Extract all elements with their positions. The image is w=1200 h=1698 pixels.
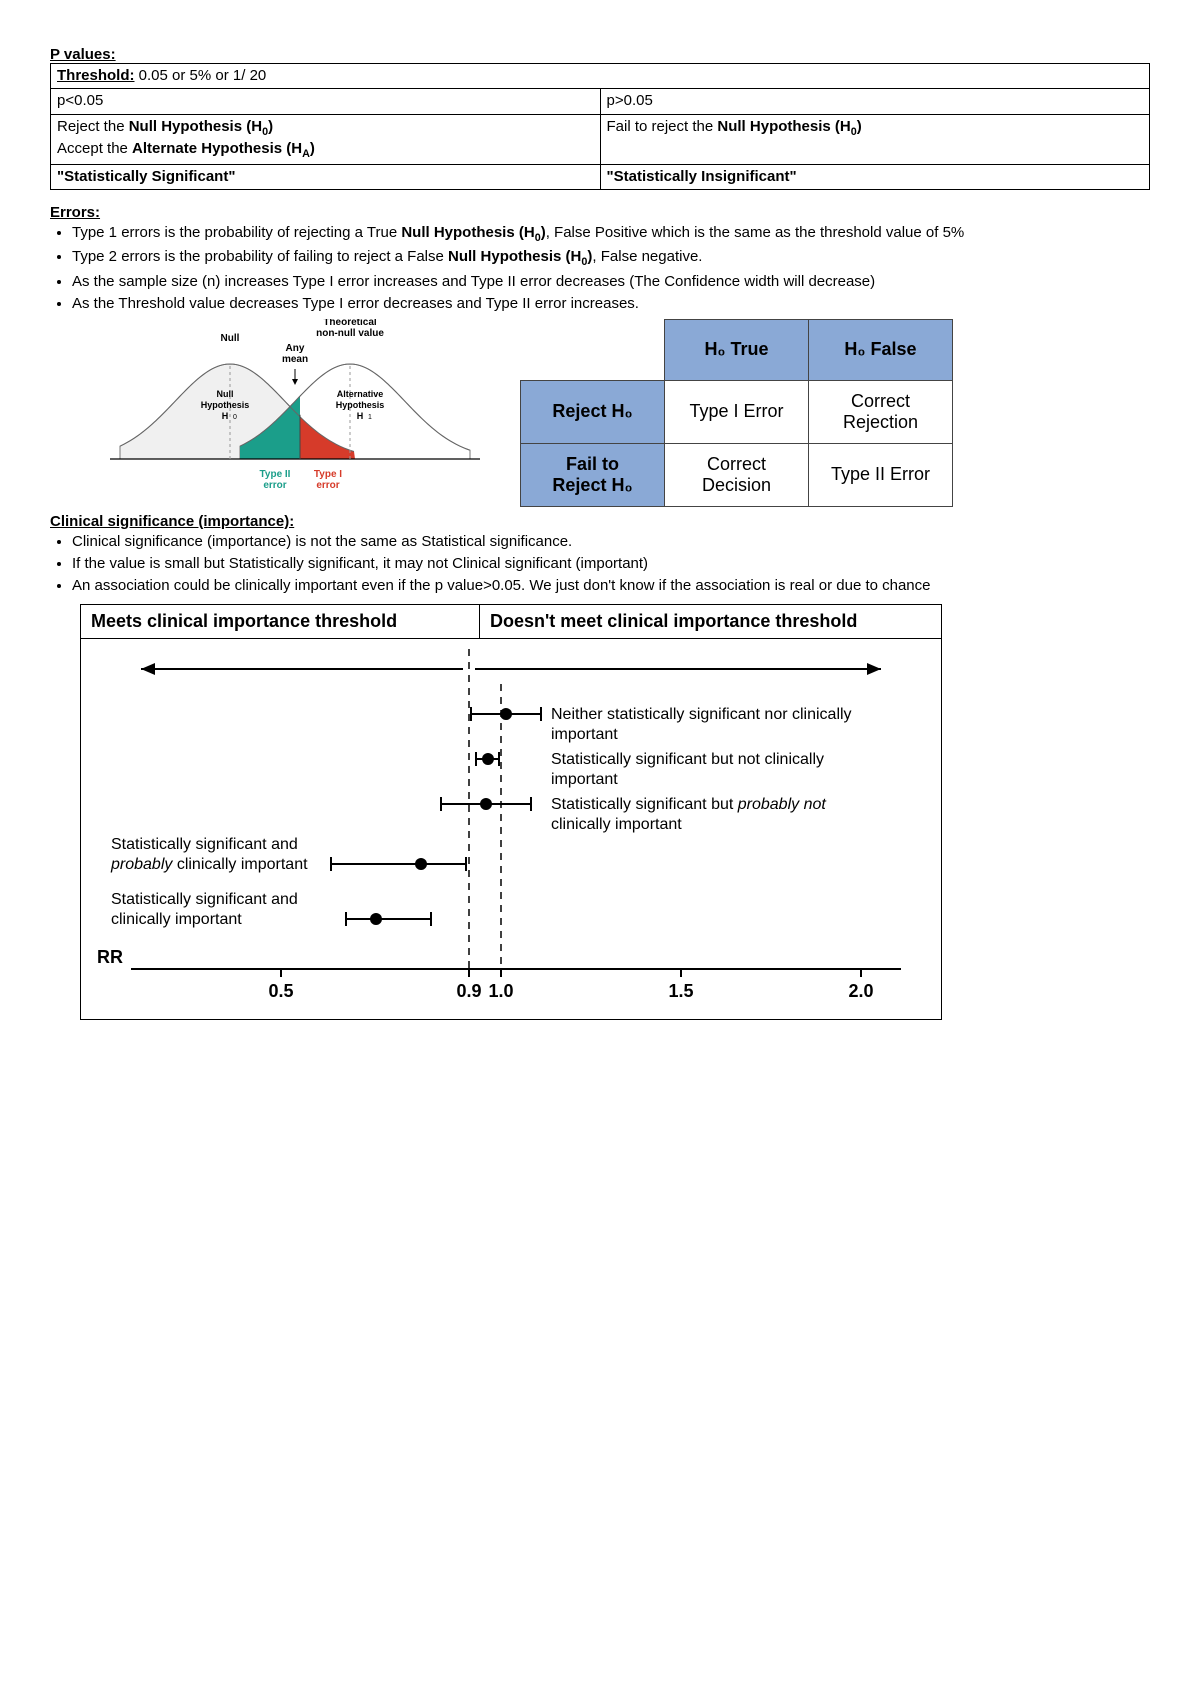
errors-bullet: Type 2 errors is the probability of fail… [72,247,1150,270]
forest-hdr-right: Doesn't meet clinical importance thresho… [480,605,941,638]
svg-text:0.5: 0.5 [268,981,293,1001]
svg-text:Type I: Type I [314,469,342,480]
svg-text:Null: Null [217,389,234,399]
svg-text:important: important [551,726,618,743]
svg-text:RR: RR [97,947,123,967]
forest-plot-container: Meets clinical importance threshold Does… [80,604,942,1020]
svg-text:Statistically significant and: Statistically significant and [111,836,298,853]
svg-text:Hypothesis: Hypothesis [201,400,250,410]
grid-reject: Reject H₀ [521,380,665,443]
errors-bullet: As the Threshold value decreases Type I … [72,294,1150,314]
svg-text:1.5: 1.5 [668,981,693,1001]
svg-text:Statistically significant but: Statistically significant but not clinic… [551,751,824,768]
forest-hdr-left: Meets clinical importance threshold [81,605,480,638]
pvalues-table: Threshold: 0.05 or 5% or 1/ 20 p<0.05 p>… [50,63,1150,190]
svg-text:probably clinically important: probably clinically important [110,856,308,873]
svg-text:Neither statistically signific: Neither statistically significant nor cl… [551,706,852,723]
svg-text:1: 1 [368,414,372,421]
grid-t1: Type I Error [665,380,809,443]
svg-text:Statistically significant but: Statistically significant but probably n… [551,796,826,813]
clinical-bullets: Clinical significance (importance) is no… [72,532,1150,597]
grid-h0false: H₀ False [809,319,953,380]
svg-text:Alternative: Alternative [337,389,384,399]
svg-text:2.0: 2.0 [848,981,873,1001]
grid-t2: Type II Error [809,443,953,506]
svg-text:Statistically significant and: Statistically significant and [111,891,298,908]
sig-left: "Statistically Significant" [51,164,601,189]
errors-bullets: Type 1 errors is the probability of reje… [72,223,1150,315]
svg-text:Type II: Type II [260,469,291,480]
svg-text:error: error [263,480,286,491]
grid-correct-rej: CorrectRejection [809,380,953,443]
svg-text:important: important [551,771,618,788]
clinical-title: Clinical significance (importance): [50,513,1150,530]
pvalues-title: P values: [50,46,1150,63]
svg-text:clinically important: clinically important [551,816,682,833]
grid-correct-dec: CorrectDecision [665,443,809,506]
threshold-label: Threshold: [57,67,135,84]
errors-bullet: Type 1 errors is the probability of reje… [72,223,1150,246]
clinical-bullet: If the value is small but Statistically … [72,554,1150,574]
svg-text:1.0: 1.0 [488,981,513,1001]
clinical-bullet: Clinical significance (importance) is no… [72,532,1150,552]
action-right: Fail to reject the Null Hypothesis (H0) [600,114,1150,164]
svg-text:Any: Any [286,343,305,354]
svg-text:H: H [222,411,229,421]
svg-text:0: 0 [233,414,237,421]
grid-fail: Fail toReject H₀ [521,443,665,506]
clinical-bullet: An association could be clinically impor… [72,576,1150,596]
svg-text:mean: mean [282,354,308,365]
svg-text:non-null value: non-null value [316,328,384,339]
action-left: Reject the Null Hypothesis (H0) Accept t… [51,114,601,164]
error-grid: H₀ True H₀ False Reject H₀ Type I Error … [520,319,953,507]
svg-text:clinically important: clinically important [111,911,242,928]
threshold-value: 0.05 or 5% or 1/ 20 [139,67,267,84]
sig-right: "Statistically Insignificant" [600,164,1150,189]
svg-text:0.9: 0.9 [456,981,481,1001]
grid-h0true: H₀ True [665,319,809,380]
svg-text:H: H [357,411,364,421]
svg-text:Hypothesis: Hypothesis [336,400,385,410]
forest-plot: 0.5 0.9 1.0 1.5 2.0 RR Neither statistically s… [81,639,939,1019]
errors-title: Errors: [50,204,1150,221]
svg-text:error: error [316,480,339,491]
cond-right: p>0.05 [600,89,1150,114]
error-curves-diagram: Theoreticalnon-null value Null Anymean Null… [90,319,490,494]
svg-text:Theoretical: Theoretical [323,319,377,328]
cond-left: p<0.05 [51,89,601,114]
svg-text:Null: Null [221,333,240,344]
errors-bullet: As the sample size (n) increases Type I … [72,272,1150,292]
